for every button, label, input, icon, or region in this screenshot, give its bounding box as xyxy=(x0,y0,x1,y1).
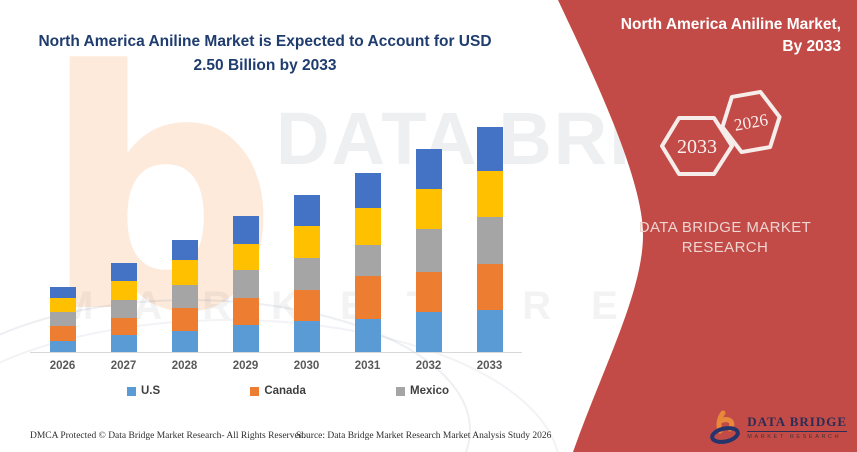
x-tick-2028: 2028 xyxy=(172,360,198,372)
bar-2032 xyxy=(415,148,442,352)
hexagon-badges: 2026 2033 xyxy=(660,89,782,176)
bar-2033 xyxy=(476,127,503,352)
x-tick-2033: 2033 xyxy=(477,360,503,372)
x-tick-2031: 2031 xyxy=(355,360,381,372)
bar-segment-unlabeled-blue-2028 xyxy=(171,239,198,261)
bar-segment-Mexico-2031 xyxy=(354,244,381,276)
x-tick-label: 2030 xyxy=(293,360,320,372)
legend-swatch-U.S xyxy=(127,386,136,396)
bar-segment-unlabeled-yellow-2032 xyxy=(415,189,442,229)
bar-2030 xyxy=(293,194,320,352)
hexagon-2033: 2033 xyxy=(660,116,734,176)
bar-segment-unlabeled-yellow-2029 xyxy=(232,244,259,271)
bar-segment-U.S-2032 xyxy=(415,312,442,352)
dbmr-logo-name: DATA BRIDGE xyxy=(747,414,847,432)
hexagon-2033-label: 2033 xyxy=(677,136,717,158)
bar-segment-U.S-2026 xyxy=(49,341,76,352)
dbmr-logo: DATA BRIDGE MARKET RESEARCH xyxy=(710,410,847,444)
bar-segment-unlabeled-blue-2030 xyxy=(293,194,320,227)
bar-segment-Canada-2031 xyxy=(354,275,381,319)
x-tick-2026: 2026 xyxy=(50,360,76,372)
x-tick-2032: 2032 xyxy=(416,360,442,372)
bar-segment-unlabeled-blue-2029 xyxy=(232,216,259,245)
legend-item-Canada: Canada xyxy=(250,385,306,397)
bar-segment-Canada-2027 xyxy=(110,317,137,335)
x-tick-2027: 2027 xyxy=(111,360,137,372)
bar-segment-unlabeled-yellow-2031 xyxy=(354,208,381,245)
bar-segment-unlabeled-yellow-2028 xyxy=(171,260,198,285)
bar-segment-Canada-2033 xyxy=(476,263,503,310)
bar-2031 xyxy=(354,172,381,352)
x-tick-label: 2028 xyxy=(171,360,198,372)
legend-label-Mexico: Mexico xyxy=(410,385,449,397)
x-tick-label: 2033 xyxy=(476,360,503,372)
bar-segment-Mexico-2026 xyxy=(49,312,76,326)
brand-text: DATA BRIDGE MARKET RESEARCH xyxy=(638,219,812,257)
bar-segment-unlabeled-yellow-2030 xyxy=(293,226,320,258)
bar-segment-Canada-2029 xyxy=(232,298,259,325)
bar-segment-U.S-2029 xyxy=(232,325,259,352)
bar-segment-Mexico-2029 xyxy=(232,270,259,298)
bar-segment-unlabeled-yellow-2033 xyxy=(476,171,503,218)
dbmr-logo-text: DATA BRIDGE MARKET RESEARCH xyxy=(747,414,847,440)
hexagon-2026-label: 2026 xyxy=(733,110,770,135)
panel-title: North America Aniline Market, By 2033 xyxy=(620,16,841,56)
bar-segment-U.S-2031 xyxy=(354,318,381,352)
x-tick-2029: 2029 xyxy=(233,360,259,372)
hexagon-2026: 2026 xyxy=(720,89,782,155)
legend-label-Canada: Canada xyxy=(264,385,306,397)
right-panel: North America Aniline Market, By 2033 20… xyxy=(547,0,857,452)
bar-segment-Canada-2026 xyxy=(49,325,76,342)
legend-item-U.S: U.S xyxy=(127,385,160,397)
red-panel-background xyxy=(558,0,857,452)
bar-2028 xyxy=(171,239,198,352)
bar-segment-Mexico-2027 xyxy=(110,299,137,318)
x-tick-label: 2031 xyxy=(354,360,381,372)
x-tick-label: 2029 xyxy=(232,360,259,372)
chart-legend: U.S Canada Mexico xyxy=(127,385,449,397)
bar-segment-Canada-2030 xyxy=(293,289,320,322)
bar-segment-unlabeled-yellow-2026 xyxy=(49,298,76,313)
legend-item-Mexico: Mexico xyxy=(396,385,449,397)
x-tick-2030: 2030 xyxy=(294,360,320,372)
stacked-bar-chart: 2026 2027 2028 2029 2030 2031 2032 2033 xyxy=(30,112,522,372)
bar-segment-unlabeled-blue-2027 xyxy=(110,262,137,281)
bar-segment-U.S-2033 xyxy=(476,309,503,352)
bars xyxy=(30,112,522,353)
bar-segment-Mexico-2032 xyxy=(415,228,442,272)
red-panel-bg-path xyxy=(558,0,857,452)
x-tick-label: 2027 xyxy=(110,360,137,372)
x-tick-label: 2032 xyxy=(415,360,442,372)
bar-segment-Mexico-2028 xyxy=(171,284,198,308)
bar-segment-U.S-2030 xyxy=(293,321,320,352)
legend-label-U.S: U.S xyxy=(141,385,161,397)
bar-segment-Mexico-2030 xyxy=(293,257,320,290)
legend-swatch-Canada xyxy=(250,386,260,396)
bar-segment-Canada-2028 xyxy=(171,307,198,332)
bar-segment-Mexico-2033 xyxy=(476,217,503,264)
bar-segment-U.S-2028 xyxy=(171,331,198,352)
bar-2027 xyxy=(110,262,137,352)
bar-segment-unlabeled-blue-2032 xyxy=(415,148,442,190)
bar-segment-unlabeled-blue-2026 xyxy=(49,287,76,299)
footer-source-text: Source: Data Bridge Market Research Mark… xyxy=(296,431,552,441)
bar-segment-Canada-2032 xyxy=(415,271,442,313)
x-tick-label: 2026 xyxy=(49,360,76,372)
bar-2026 xyxy=(49,287,76,352)
dbmr-logo-b-icon xyxy=(710,410,741,444)
chart-title: North America Aniline Market is Expected… xyxy=(38,33,492,75)
bar-segment-unlabeled-blue-2033 xyxy=(476,127,503,172)
footer-dmca-text: DMCA Protected © Data Bridge Market Rese… xyxy=(30,431,306,441)
legend-swatch-Mexico xyxy=(396,386,405,396)
x-axis-labels: 2026 2027 2028 2029 2030 2031 2032 2033 xyxy=(30,360,522,372)
bar-2029 xyxy=(232,216,259,352)
bar-segment-U.S-2027 xyxy=(110,334,137,352)
bar-segment-unlabeled-yellow-2027 xyxy=(110,280,137,300)
bar-segment-unlabeled-blue-2031 xyxy=(354,172,381,209)
dbmr-logo-subtext: MARKET RESEARCH xyxy=(747,434,842,440)
